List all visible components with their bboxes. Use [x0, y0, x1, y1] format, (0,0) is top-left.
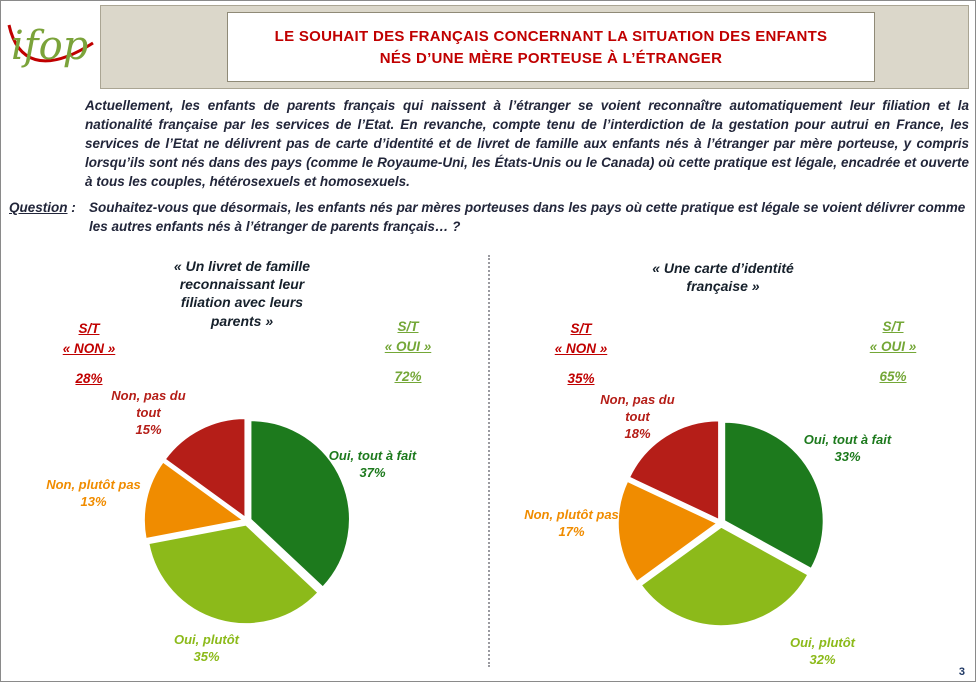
question-block: Question : Souhaitez-vous que désormais,…: [9, 199, 969, 237]
question-separator: :: [67, 200, 76, 215]
slice-label-value: 32%: [809, 652, 836, 667]
slice-label-non-plutot-pas: Non, plutôt pas 13%: [46, 476, 141, 510]
slice-label-non-plutot-pas: Non, plutôt pas 17%: [524, 506, 619, 540]
question-label-cell: Question :: [9, 199, 89, 237]
slice-label-value: 33%: [834, 449, 861, 464]
subtotal-prefix: S/T: [78, 321, 100, 336]
slice-label-text: Non, pas du tout: [600, 392, 675, 424]
page-title-line2: NÉS D’UNE MÈRE PORTEUSE À L’ÉTRANGER: [379, 49, 723, 67]
question-label: Question: [9, 200, 68, 215]
subtotal-prefix: S/T: [570, 321, 592, 336]
logo-red-swoosh: [7, 24, 94, 63]
slice-label-text: Oui, tout à fait: [328, 448, 417, 463]
subtotal-label: « OUI »: [869, 339, 917, 354]
pie-slice-non-plut-t-pas: [143, 460, 245, 540]
slice-label-text: Oui, tout à fait: [803, 432, 892, 447]
pie-slice-non-pas-du-tout: [164, 417, 246, 519]
subtotal-prefix: S/T: [882, 319, 904, 334]
pie-slice-oui-tout-fait: [249, 419, 351, 589]
intro-paragraph: Actuellement, les enfants de parents fra…: [85, 98, 969, 189]
slice-label-text: Non, pas du tout: [111, 388, 186, 420]
slice-label-value: 17%: [558, 524, 585, 539]
slice-label-value: 35%: [193, 649, 220, 664]
question-text: Souhaitez-vous que désormais, les enfant…: [89, 200, 966, 234]
chart1-title: « Un livret de famille reconnaissant leu…: [173, 258, 311, 329]
slice-label-oui-plutot: Oui, plutôt 32%: [775, 634, 870, 668]
pie-slice-oui-tout-fait: [723, 421, 825, 570]
title-box: LE SOUHAIT DES FRANÇAIS CONCERNANT LA SI…: [227, 12, 875, 82]
page-title-line1: LE SOUHAIT DES FRANÇAIS CONCERNANT LA SI…: [274, 27, 828, 45]
slice-label-value: 13%: [80, 494, 107, 509]
slice-label-oui-tout-a-fait: Oui, tout à fait 33%: [800, 431, 895, 465]
pie-slice-oui-plut-t: [640, 526, 810, 627]
subtotal-label: « NON »: [554, 341, 608, 356]
chart1-subtotal-oui: S/T « OUI » 72%: [363, 317, 453, 387]
pie-slice-oui-plut-t: [147, 524, 320, 625]
subtotal-value: 65%: [879, 369, 907, 384]
slice-label-value: 37%: [359, 465, 386, 480]
charts-section: « Un livret de famille reconnaissant leu…: [1, 249, 975, 681]
ifop-logo: ifop: [3, 3, 99, 89]
pie-chart-carte-identite: [617, 419, 825, 627]
page-number: 3: [958, 666, 965, 678]
subtotal-value: 35%: [567, 371, 595, 386]
pie-slice-non-pas-du-tout: [628, 419, 720, 521]
slice-label-oui-tout-a-fait: Oui, tout à fait 37%: [325, 447, 420, 481]
slice-label-non-pas-du-tout: Non, pas du tout 15%: [101, 387, 196, 438]
slice-label-text: Non, plutôt pas: [46, 477, 141, 492]
subtotal-value: 28%: [75, 371, 103, 386]
slice-label-text: Oui, plutôt: [174, 632, 239, 647]
slice-label-text: Non, plutôt pas: [524, 507, 619, 522]
slice-label-value: 15%: [135, 422, 162, 437]
subtotal-value: 72%: [394, 369, 422, 384]
pie-slice-non-plut-t-pas: [617, 480, 719, 583]
pie-chart-livret-de-famille: [143, 417, 351, 625]
slice-label-oui-plutot: Oui, plutôt 35%: [159, 631, 254, 665]
chart2-title: « Une carte d’identité française »: [652, 260, 794, 295]
subtotal-label: « OUI »: [384, 339, 432, 354]
chart1-subtotal-non: S/T « NON » 28%: [44, 319, 134, 389]
subtotal-prefix: S/T: [397, 319, 419, 334]
header-band: LE SOUHAIT DES FRANÇAIS CONCERNANT LA SI…: [100, 5, 969, 89]
chart2-subtotal-non: S/T « NON » 35%: [536, 319, 626, 389]
ifop-logo-graphic: ifop: [7, 23, 94, 69]
slice-label-non-pas-du-tout: Non, pas du tout 18%: [590, 391, 685, 442]
slice-label-value: 18%: [624, 426, 651, 441]
subtotal-label: « NON »: [62, 341, 116, 356]
logo-text: ifop: [11, 23, 88, 69]
vertical-divider: [488, 255, 490, 667]
chart2-subtotal-oui: S/T « OUI » 65%: [848, 317, 938, 387]
slice-label-text: Oui, plutôt: [790, 635, 855, 650]
